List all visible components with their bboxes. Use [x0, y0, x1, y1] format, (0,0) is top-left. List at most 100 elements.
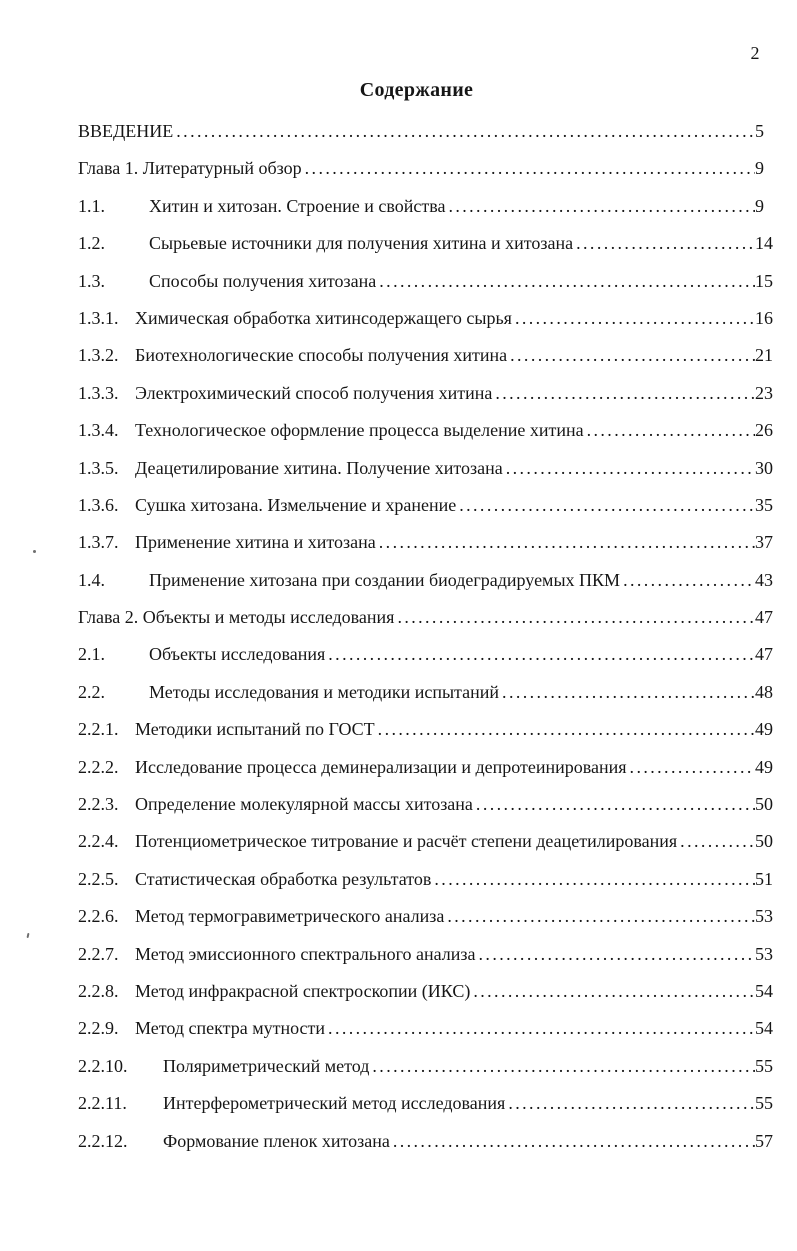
dot-leader: [584, 412, 755, 449]
toc-entry-page: 49: [755, 756, 773, 777]
dot-leader: [390, 1123, 755, 1160]
toc-entry-page: 21: [755, 345, 773, 366]
toc-entry: ВВЕДЕНИЕ 5: [78, 113, 779, 150]
toc-entry-page: 55: [755, 1055, 773, 1076]
toc-entry-page: 26: [755, 420, 773, 441]
toc-entry-page: 51: [755, 868, 773, 889]
toc-entry-page: 57: [755, 1130, 773, 1151]
dot-leader: [573, 225, 755, 262]
toc-entry-page: 30: [755, 457, 773, 478]
toc-entry-number: 1.2.: [78, 233, 105, 254]
toc-entry: 2.2.8. Метод инфракрасной спектроскопии …: [78, 973, 779, 1010]
toc-entry: 2.2.2. Исследование процесса деминерализ…: [78, 749, 779, 786]
dot-leader: [473, 786, 755, 823]
toc-entry-title: Статистическая обработка результатов: [135, 868, 432, 889]
toc-entry-title: Потенциометрическое титрование и расчёт …: [135, 831, 678, 852]
toc-entry: 1.3.3. Электрохимический способ получени…: [78, 375, 779, 412]
toc-entry-number: 2.2.12.: [78, 1130, 128, 1151]
toc-entry-title: Применение хитозана при создании биодегр…: [149, 569, 621, 590]
toc-entry-page: 9: [755, 158, 764, 179]
toc-entry-title: Интерферометрический метод исследования: [163, 1093, 506, 1114]
toc-entry: 2.2.6. Метод термогравиметрического анал…: [78, 898, 779, 935]
toc-entry: 1.4. Применение хитозана при создании би…: [78, 562, 779, 599]
toc-entry-number: 2.2.7.: [78, 943, 119, 964]
table-of-contents: ВВЕДЕНИЕ 5 Глава 1. Литературный обзор 9…: [78, 113, 779, 1160]
dot-leader: [376, 524, 755, 561]
toc-entry-title: Методики испытаний по ГОСТ: [135, 719, 375, 740]
toc-entry-number: 1.3.: [78, 270, 105, 291]
toc-entry-page: 35: [755, 494, 773, 515]
dot-leader: [507, 337, 755, 374]
toc-entry-page: 16: [755, 307, 773, 328]
toc-entry-title: Методы исследования и методики испытаний: [149, 681, 500, 702]
toc-entry: 2.2.5. Статистическая обработка результа…: [78, 861, 779, 898]
toc-entry-number: 2.2.10.: [78, 1055, 128, 1076]
toc-entry: 2.2. Методы исследования и методики испы…: [78, 674, 779, 711]
toc-entry-title: Исследование процесса деминерализации и …: [135, 756, 627, 777]
toc-entry-title: Метод спектра мутности: [135, 1018, 326, 1039]
toc-entry-number: 2.2.4.: [78, 831, 119, 852]
toc-entry-number: 2.2.1.: [78, 719, 119, 740]
dot-leader: [302, 150, 755, 187]
dot-leader: [456, 487, 755, 524]
toc-entry-title: Поляриметрический метод: [163, 1055, 370, 1076]
toc-entry-title: Сушка хитозана. Измельчение и хранение: [135, 494, 457, 515]
toc-entry: 2.2.4. Потенциометрическое титрование и …: [78, 823, 779, 860]
toc-entry-page: 15: [755, 270, 773, 291]
toc-entry: 1.3.5. Деацетилирование хитина. Получени…: [78, 450, 779, 487]
toc-entry-title: Биотехнологические способы получения хит…: [135, 345, 508, 366]
toc-entry: 2.2.12. Формование пленок хитозана 57: [78, 1123, 779, 1160]
toc-entry: Глава 1. Литературный обзор 9: [78, 150, 779, 187]
toc-entry-title: Электрохимический способ получения хитин…: [135, 382, 493, 403]
dot-leader: [376, 263, 755, 300]
toc-entry-title: Деацетилирование хитина. Получение хитоз…: [135, 457, 503, 478]
toc-entry: 1.3.7. Применение хитина и хитозана 37: [78, 524, 779, 561]
toc-entry-title: Хитин и хитозан. Строение и свойства: [149, 195, 446, 216]
toc-entry-title: Химическая обработка хитинсодержащего сы…: [135, 307, 512, 328]
dot-leader: [375, 711, 755, 748]
toc-entry-title: Глава 1. Литературный обзор: [78, 158, 302, 179]
toc-entry-number: 1.3.7.: [78, 532, 119, 553]
dot-leader: [445, 188, 755, 225]
toc-entry: 1.1. Хитин и хитозан. Строение и свойств…: [78, 188, 779, 225]
toc-entry: 1.3.6. Сушка хитозана. Измельчение и хра…: [78, 487, 779, 524]
toc-entry-number: 1.3.6.: [78, 494, 119, 515]
dot-leader: [369, 1048, 755, 1085]
toc-entry-title: Технологическое оформление процесса выде…: [135, 420, 584, 441]
toc-entry-number: 1.3.2.: [78, 345, 119, 366]
toc-entry-title: ВВЕДЕНИЕ: [78, 121, 174, 141]
toc-entry-number: 1.3.1.: [78, 307, 119, 328]
toc-entry-page: 54: [755, 980, 773, 1001]
toc-entry-page: 53: [755, 943, 773, 964]
toc-entry: 1.2. Сырьевые источники для получения хи…: [78, 225, 779, 262]
toc-entry: 2.2.10. Поляриметрический метод 55: [78, 1048, 779, 1085]
dot-leader: [512, 300, 755, 337]
toc-entry-title: Способы получения хитозана: [149, 270, 377, 291]
scan-artifact-dot: [33, 550, 36, 553]
toc-entry-page: 55: [755, 1093, 773, 1114]
toc-entry-page: 47: [755, 644, 773, 665]
scan-artifact-dot: [26, 932, 30, 939]
dot-leader: [173, 113, 755, 150]
toc-entry-number: 2.2.8.: [78, 980, 119, 1001]
dot-leader: [503, 450, 755, 487]
toc-entry-title: Глава 2. Объекты и методы исследования: [78, 607, 395, 628]
toc-entry: 1.3.4. Технологическое оформление процес…: [78, 412, 779, 449]
dot-leader: [470, 973, 755, 1010]
toc-entry-page: 48: [755, 681, 773, 702]
toc-entry-page: 53: [755, 906, 773, 927]
toc-entry-title: Метод эмиссионного спектрального анализа: [135, 943, 476, 964]
toc-entry: 1.3.2. Биотехнологические способы получе…: [78, 337, 779, 374]
toc-entry-title: Метод термогравиметрического анализа: [135, 906, 445, 927]
dot-leader: [499, 674, 755, 711]
toc-entry-page: 50: [755, 794, 773, 815]
dot-leader: [677, 823, 755, 860]
dot-leader: [325, 1010, 755, 1047]
toc-entry-page: 9: [755, 195, 764, 216]
toc-entry-title: Сырьевые источники для получения хитина …: [149, 233, 574, 254]
toc-entry-number: 1.3.3.: [78, 382, 119, 403]
toc-entry-number: 1.4.: [78, 569, 105, 590]
toc-entry: 2.2.11. Интерферометрический метод иссле…: [78, 1085, 779, 1122]
toc-entry-number: 2.1.: [78, 644, 105, 665]
